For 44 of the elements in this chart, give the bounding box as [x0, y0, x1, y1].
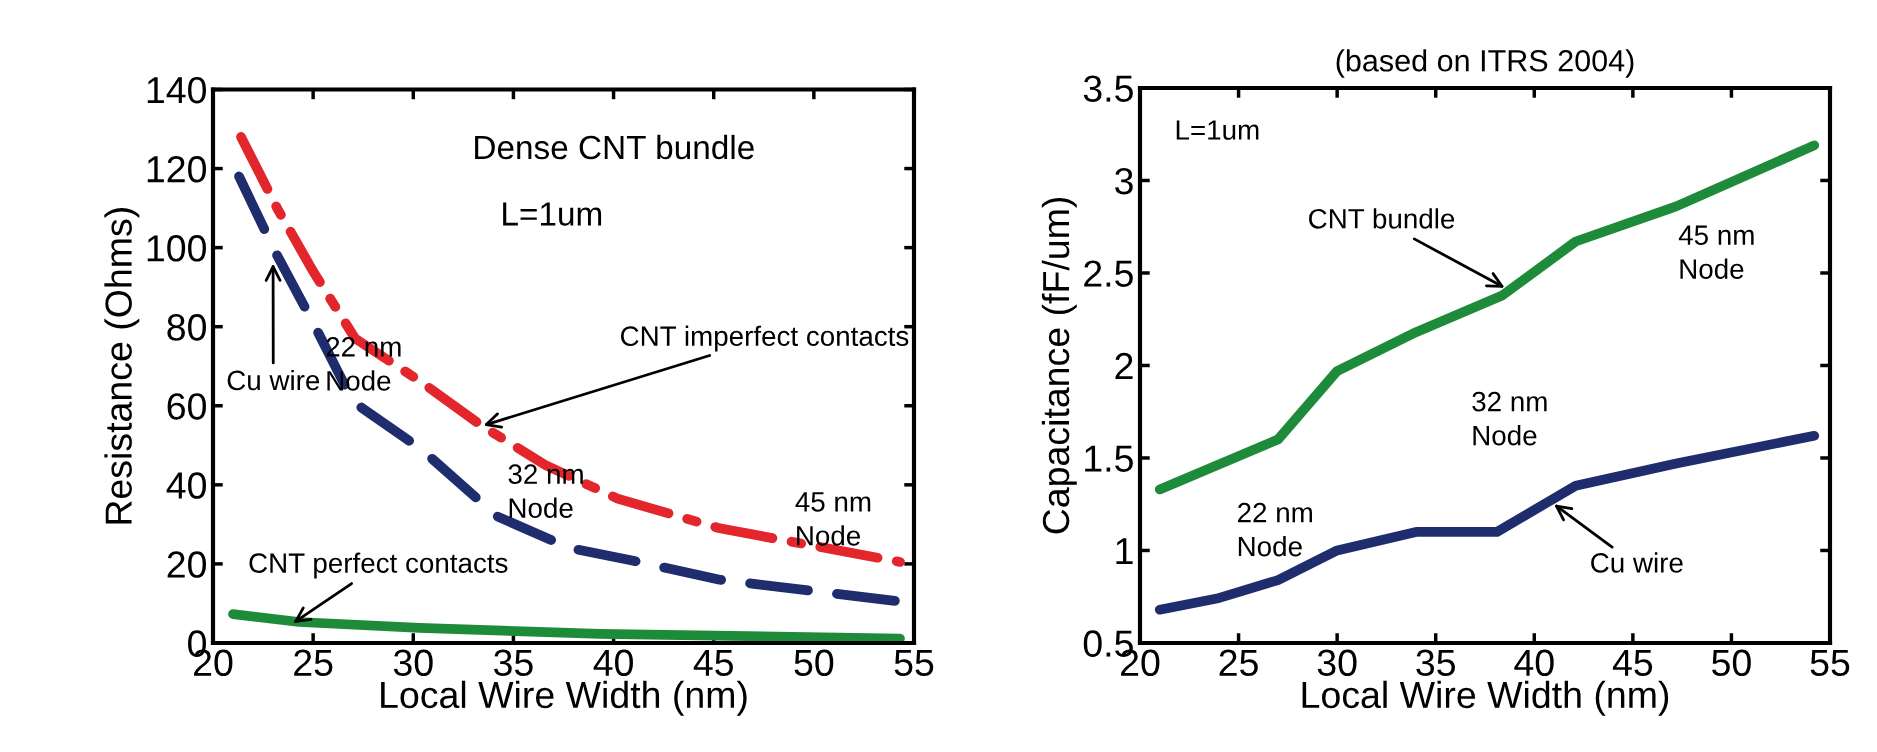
annotation: CNT perfect contacts [249, 552, 508, 579]
y-tick-label: 100 [147, 235, 206, 262]
x-tick-label: 30 [393, 649, 433, 677]
x-tick-label: 35 [494, 649, 533, 677]
annotation: 32 nm Node [1472, 391, 1547, 446]
x-axis-title: Local Wire Width (nm) [1302, 680, 1669, 716]
y-tick-label: 120 [147, 155, 206, 183]
y-tick-label: 2 [1115, 352, 1133, 380]
x-tick-label: 40 [593, 649, 633, 677]
y-axis-title: Resistance (Ohms) [104, 208, 140, 524]
y-tick-label: 60 [167, 393, 206, 420]
annotation: 22 nm Node [1238, 502, 1312, 557]
annotation: 45 nm Node [1678, 225, 1754, 279]
annotation: 45 nm Node [795, 492, 871, 546]
y-axis-title: Capacitance (fF/um) [1041, 197, 1077, 534]
annotation: L=1um [503, 202, 602, 226]
x-tick-label: 35 [1416, 649, 1455, 677]
x-tick-label: 50 [1712, 649, 1751, 677]
x-tick-label: 50 [794, 649, 834, 677]
y-tick-label: 1.5 [1085, 445, 1133, 472]
x-tick-label: 45 [693, 649, 733, 677]
annotation: CNT imperfect contacts [620, 325, 909, 352]
x-tick-label: 55 [894, 649, 934, 677]
x-tick-label: 25 [1219, 649, 1258, 677]
annotation: Cu wire [227, 369, 320, 391]
x-axis-title: Local Wire Width (nm) [381, 680, 747, 716]
x-tick-label: 40 [1514, 649, 1554, 677]
annotation: CNT bundle [1309, 208, 1455, 229]
y-tick-label: 20 [167, 551, 206, 578]
annotation: Dense CNT bundle [475, 134, 754, 160]
y-tick-label: 40 [166, 472, 206, 499]
y-tick-label: 2.5 [1084, 260, 1133, 287]
annotation: Cu wire [1591, 552, 1683, 573]
y-tick-label: 1 [1116, 538, 1133, 565]
x-tick-label: 55 [1810, 649, 1850, 677]
x-tick-label: 45 [1612, 649, 1653, 677]
chart-title: (based on ITRS 2004) [1336, 49, 1634, 78]
annotation: L=1um [1176, 120, 1259, 140]
x-tick-label: 25 [294, 649, 333, 677]
x-tick-label: 30 [1317, 649, 1357, 677]
y-tick-label: 80 [167, 314, 206, 341]
y-tick-label: 3 [1115, 167, 1133, 195]
y-tick-label: 140 [147, 76, 206, 104]
y-tick-label: 3.5 [1083, 75, 1133, 102]
